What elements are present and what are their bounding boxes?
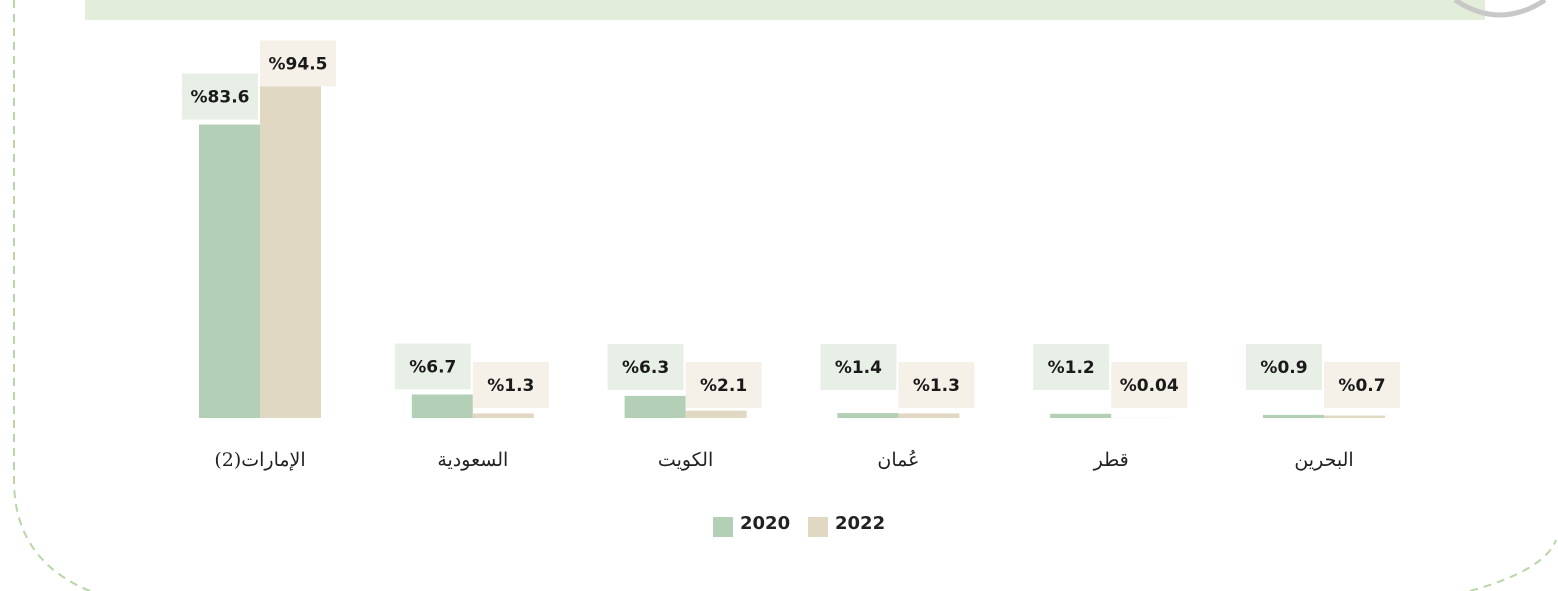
bar (1324, 415, 1385, 418)
value-label-bg (182, 73, 258, 120)
x-tick-label: الكويت (658, 449, 713, 471)
value-label: %0.7 (1338, 376, 1385, 396)
bar (472, 413, 534, 418)
bar (260, 86, 321, 419)
value-label-bg (260, 40, 336, 87)
value-label: %6.3 (622, 358, 669, 378)
value-label-bg (394, 343, 471, 390)
bar (837, 413, 899, 418)
badge (1453, 0, 1547, 18)
value-label-bg (1033, 344, 1110, 390)
value-label: %83.6 (191, 88, 250, 108)
x-tick-label: عُمان (877, 449, 919, 471)
bar (1263, 414, 1324, 418)
x-tick-label: قطر (1093, 449, 1129, 471)
value-label: %0.04 (1120, 376, 1179, 396)
legend-swatch (808, 517, 828, 537)
value-label-bg (607, 344, 684, 390)
value-label: %0.9 (1260, 358, 1307, 378)
frame-right (1469, 539, 1557, 591)
value-label-bg (472, 362, 549, 408)
bar (624, 395, 686, 418)
x-tick-label: البحرين (1294, 449, 1353, 471)
legend-label: 2022 (835, 513, 885, 534)
value-label-bg (820, 344, 897, 390)
value-label-bg (1111, 362, 1188, 408)
value-label: %1.3 (487, 376, 534, 396)
value-label: %94.5 (269, 54, 328, 74)
value-label-bg (1324, 362, 1400, 408)
value-label-bg (1246, 344, 1322, 390)
value-label-bg (685, 362, 762, 408)
value-label: %1.4 (835, 358, 882, 378)
title-banner (85, 0, 1485, 20)
value-label: %1.3 (913, 376, 960, 396)
bar (685, 410, 747, 418)
x-tick-label: الإمارات(2) (214, 449, 305, 471)
value-label: %1.2 (1048, 358, 1095, 378)
legend-label: 2020 (740, 513, 790, 534)
bar (411, 394, 473, 418)
value-label: %2.1 (700, 376, 747, 396)
value-label-bg (898, 362, 975, 408)
frame-left (13, 0, 91, 591)
legend-swatch (713, 517, 733, 537)
bar (898, 413, 960, 418)
bar (199, 124, 260, 419)
value-label: %6.7 (409, 357, 456, 377)
x-tick-label: السعودية (437, 449, 508, 471)
bar (1050, 413, 1112, 418)
